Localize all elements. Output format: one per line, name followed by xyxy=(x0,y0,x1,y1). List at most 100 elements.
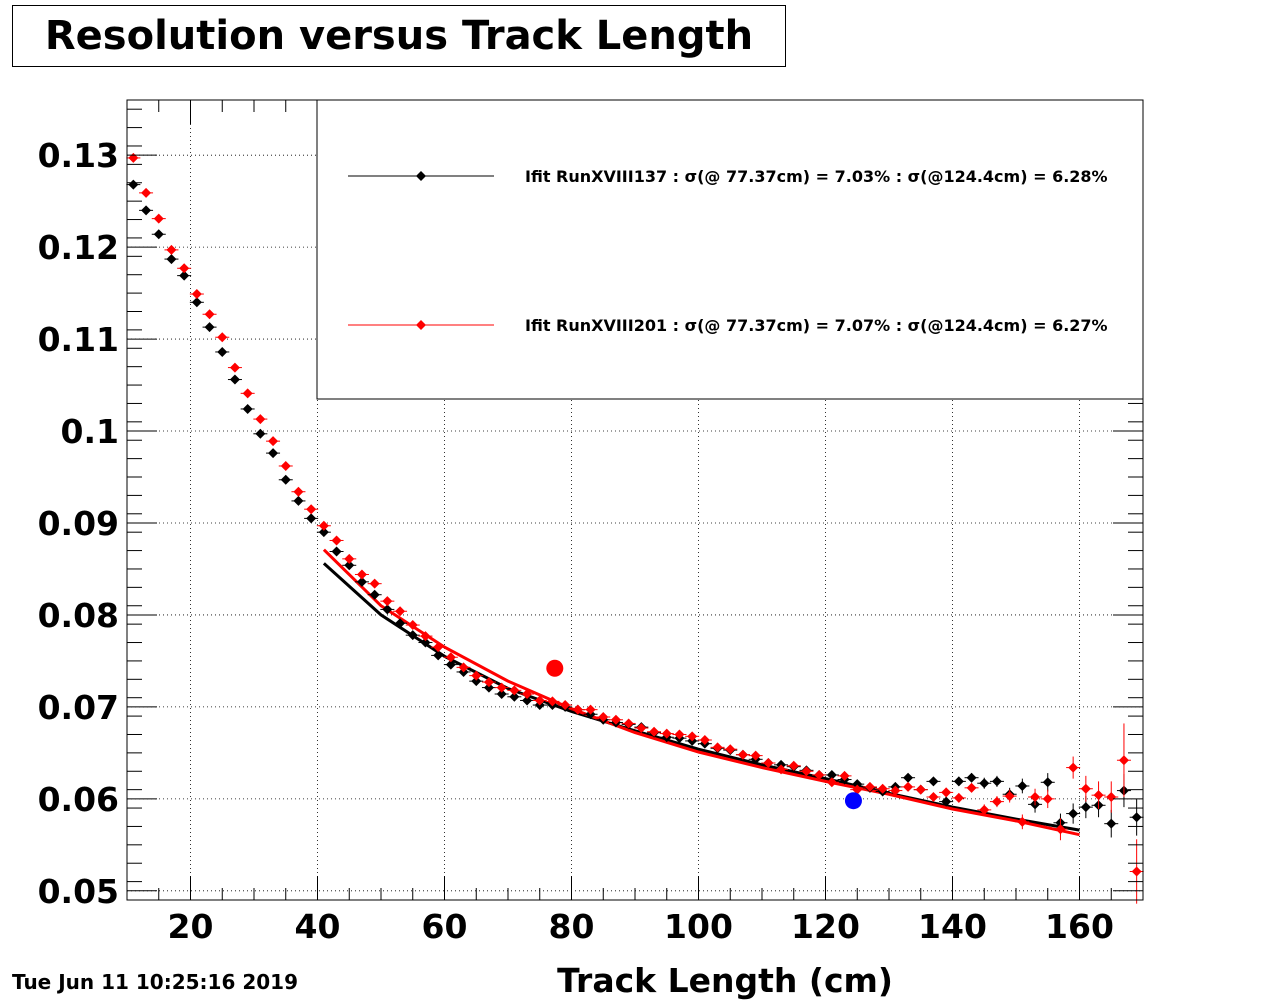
legend-box xyxy=(316,99,1144,400)
diamond-marker xyxy=(737,749,748,760)
data-point-series-1 xyxy=(215,346,230,357)
diamond-marker xyxy=(318,520,329,531)
diamond-marker xyxy=(941,796,952,807)
diamond-marker xyxy=(814,769,825,780)
diamond-marker xyxy=(725,744,736,755)
diamond-marker xyxy=(623,718,634,729)
legend: Ifit RunXVIII137 : σ(@ 77.37cm) = 7.03% … xyxy=(316,99,1144,400)
diamond-marker xyxy=(382,604,393,615)
diamond-marker xyxy=(369,578,380,589)
data-point-series-2 xyxy=(329,535,344,546)
data-point-series-1 xyxy=(151,229,166,240)
data-point-series-1 xyxy=(964,772,979,783)
data-point-series-1 xyxy=(329,546,344,557)
diamond-marker xyxy=(941,787,952,798)
diamond-marker xyxy=(141,187,152,198)
diamond-marker xyxy=(877,783,888,794)
data-point-series-2 xyxy=(989,796,1004,808)
data-point-series-1 xyxy=(304,513,319,524)
diamond-marker xyxy=(928,792,939,803)
data-point-series-1 xyxy=(443,659,458,670)
reference-markers xyxy=(546,659,862,810)
data-point-series-1 xyxy=(240,403,255,414)
data-point-series-1 xyxy=(367,589,382,600)
diamond-marker xyxy=(1055,824,1066,835)
diamond-marker xyxy=(268,436,279,447)
diamond-marker xyxy=(953,776,964,787)
y-tick-label: 0.06 xyxy=(38,780,119,819)
diamond-marker xyxy=(242,388,253,399)
data-point-series-2 xyxy=(812,769,827,780)
diamond-marker xyxy=(560,700,571,711)
x-tick-label: 40 xyxy=(295,907,341,946)
diamond-marker xyxy=(204,309,215,320)
diamond-marker xyxy=(433,650,444,661)
y-tick-label: 0.1 xyxy=(61,412,119,451)
data-point-series-1 xyxy=(342,560,357,571)
diamond-marker xyxy=(979,778,990,789)
data-point-series-2 xyxy=(761,757,776,768)
legend-marker-1 xyxy=(416,171,426,181)
data-point-series-1 xyxy=(227,374,242,385)
diamond-marker xyxy=(280,460,291,471)
data-point-series-2 xyxy=(545,696,560,707)
data-point-series-2 xyxy=(189,289,204,300)
diamond-marker xyxy=(382,596,393,607)
y-tick-label: 0.08 xyxy=(38,596,119,635)
diamond-marker xyxy=(344,553,355,564)
data-point-series-1 xyxy=(189,297,204,308)
diamond-marker xyxy=(598,712,609,723)
tick-labels: 20 40 60 80 100 120 140 160 0.05 0.06 0.07 0.08 0.09… xyxy=(38,136,1114,946)
data-point-series-2 xyxy=(316,520,331,531)
diamond-marker xyxy=(509,691,520,702)
diamond-marker xyxy=(826,777,837,788)
data-point-series-2 xyxy=(1002,789,1017,803)
diamond-marker xyxy=(649,726,660,737)
data-point-series-2 xyxy=(647,726,662,737)
diamond-marker xyxy=(610,714,621,725)
data-point-series-2 xyxy=(1078,775,1093,802)
data-point-series-2 xyxy=(786,760,801,771)
data-point-series-1 xyxy=(901,772,916,783)
diamond-marker xyxy=(1131,812,1142,823)
diamond-marker xyxy=(471,670,482,681)
diamond-marker xyxy=(179,270,190,281)
y-tick-label: 0.13 xyxy=(38,136,119,175)
data-point-series-1 xyxy=(278,474,293,485)
fit-curve-1 xyxy=(322,562,1080,832)
data-point-series-2 xyxy=(469,670,484,681)
data-point-series-2 xyxy=(723,744,738,755)
diamond-marker xyxy=(776,764,787,775)
diamond-marker xyxy=(522,695,533,706)
diamond-marker xyxy=(750,750,761,761)
diamond-marker xyxy=(331,535,342,546)
diamond-marker xyxy=(839,770,850,781)
data-point-series-2 xyxy=(710,742,725,753)
diamond-marker xyxy=(1106,792,1117,803)
data-point-series-1 xyxy=(507,691,522,702)
x-tick-label: 100 xyxy=(664,907,733,946)
diamond-marker xyxy=(496,682,507,693)
data-point-series-2 xyxy=(875,783,890,794)
legend-marker-2 xyxy=(416,320,426,330)
data-point-series-2 xyxy=(215,332,230,343)
data-point-series-2 xyxy=(342,553,357,564)
data-point-series-2 xyxy=(888,785,903,796)
data-point-series-1 xyxy=(1066,803,1081,824)
data-point-series-2 xyxy=(443,652,458,663)
data-point-series-2 xyxy=(1104,781,1119,813)
data-point-series-1 xyxy=(380,604,395,615)
diamond-marker xyxy=(229,374,240,385)
diamond-marker xyxy=(1106,818,1117,829)
diamond-marker xyxy=(306,504,317,515)
diamond-marker xyxy=(522,689,533,700)
diamond-marker xyxy=(433,642,444,653)
data-point-series-2 xyxy=(621,718,636,729)
data-point-series-2 xyxy=(532,695,547,706)
diamond-marker xyxy=(268,448,279,459)
diamond-marker xyxy=(864,781,875,792)
data-point-series-1 xyxy=(164,254,179,265)
diamond-marker xyxy=(445,652,456,663)
data-point-series-2 xyxy=(481,677,496,688)
diamond-marker xyxy=(1068,808,1079,819)
